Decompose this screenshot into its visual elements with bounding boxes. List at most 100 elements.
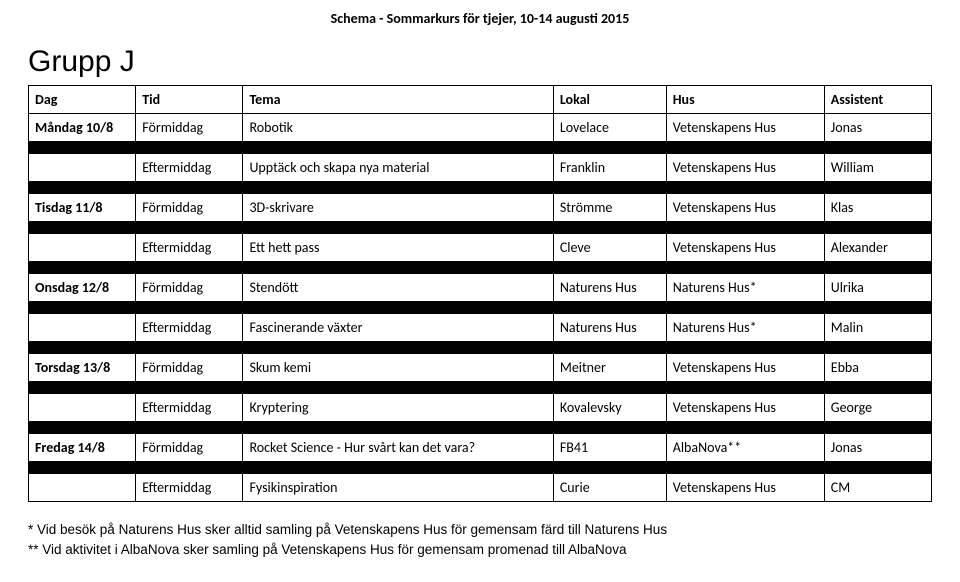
cell-tid: Eftermiddag (136, 154, 243, 182)
cell-dag (29, 234, 136, 262)
cell-dag (29, 474, 136, 502)
cell-tema: Skum kemi (243, 354, 553, 382)
footnote-1: * Vid besök på Naturens Hus sker alltid … (28, 520, 932, 540)
col-hus: Hus (666, 86, 824, 114)
cell-tid: Förmiddag (136, 194, 243, 222)
cell-assist: Ebba (824, 354, 931, 382)
cell-tema: Ett hett pass (243, 234, 553, 262)
table-row (29, 142, 932, 154)
cell-assist: CM (824, 474, 931, 502)
cell-tema: Fysikinspiration (243, 474, 553, 502)
table-row: Fredag 14/8FörmiddagRocket Science - Hur… (29, 434, 932, 462)
cell-assist: William (824, 154, 931, 182)
spacer-cell (29, 182, 932, 194)
cell-assist: Ulrika (824, 274, 931, 302)
cell-assist: Jonas (824, 114, 931, 142)
cell-hus: Vetenskapens Hus (666, 354, 824, 382)
cell-hus: Vetenskapens Hus (666, 114, 824, 142)
table-row (29, 302, 932, 314)
cell-assist: Alexander (824, 234, 931, 262)
spacer-cell (29, 142, 932, 154)
cell-lokal: Naturens Hus (553, 314, 666, 342)
col-tid: Tid (136, 86, 243, 114)
page-title: Schema - Sommarkurs för tjejer, 10-14 au… (28, 10, 932, 27)
cell-assist: Jonas (824, 434, 931, 462)
table-row (29, 422, 932, 434)
spacer-cell (29, 422, 932, 434)
spacer-cell (29, 262, 932, 274)
cell-hus: Vetenskapens Hus (666, 234, 824, 262)
cell-dag: Måndag 10/8 (29, 114, 136, 142)
table-row: Måndag 10/8FörmiddagRobotikLovelaceVeten… (29, 114, 932, 142)
cell-lokal: Franklin (553, 154, 666, 182)
spacer-cell (29, 462, 932, 474)
col-assist: Assistent (824, 86, 931, 114)
col-lokal: Lokal (553, 86, 666, 114)
cell-lokal: Naturens Hus (553, 274, 666, 302)
cell-lokal: Strömme (553, 194, 666, 222)
cell-assist: George (824, 394, 931, 422)
cell-hus: Vetenskapens Hus (666, 194, 824, 222)
table-body: Måndag 10/8FörmiddagRobotikLovelaceVeten… (29, 114, 932, 502)
cell-tema: Fascinerande växter (243, 314, 553, 342)
cell-lokal: Meitner (553, 354, 666, 382)
cell-tid: Förmiddag (136, 114, 243, 142)
table-row: Torsdag 13/8FörmiddagSkum kemiMeitnerVet… (29, 354, 932, 382)
cell-lokal: Lovelace (553, 114, 666, 142)
cell-hus: Naturens Hus* (666, 314, 824, 342)
cell-tema: Robotik (243, 114, 553, 142)
cell-hus: Vetenskapens Hus (666, 154, 824, 182)
table-row: EftermiddagFascinerande växterNaturens H… (29, 314, 932, 342)
cell-tid: Eftermiddag (136, 234, 243, 262)
cell-tema: Stendött (243, 274, 553, 302)
cell-tid: Förmiddag (136, 274, 243, 302)
table-row: EftermiddagKrypteringKovalevskyVetenskap… (29, 394, 932, 422)
footnotes: * Vid besök på Naturens Hus sker alltid … (28, 520, 932, 559)
cell-tid: Eftermiddag (136, 474, 243, 502)
cell-tid: Förmiddag (136, 354, 243, 382)
table-row: EftermiddagFysikinspirationCurieVetenska… (29, 474, 932, 502)
table-row (29, 182, 932, 194)
schedule-table: Dag Tid Tema Lokal Hus Assistent Måndag … (28, 85, 932, 502)
cell-assist: Klas (824, 194, 931, 222)
cell-tid: Eftermiddag (136, 394, 243, 422)
cell-assist: Malin (824, 314, 931, 342)
cell-tema: Rocket Science - Hur svårt kan det vara? (243, 434, 553, 462)
cell-hus: Vetenskapens Hus (666, 394, 824, 422)
table-row: EftermiddagEtt hett passCleveVetenskapen… (29, 234, 932, 262)
cell-hus: Naturens Hus* (666, 274, 824, 302)
table-row: Tisdag 11/8Förmiddag3D-skrivareStrömmeVe… (29, 194, 932, 222)
cell-tema: Kryptering (243, 394, 553, 422)
cell-dag (29, 314, 136, 342)
col-tema: Tema (243, 86, 553, 114)
spacer-cell (29, 222, 932, 234)
spacer-cell (29, 342, 932, 354)
spacer-cell (29, 382, 932, 394)
cell-dag: Torsdag 13/8 (29, 354, 136, 382)
cell-lokal: Curie (553, 474, 666, 502)
table-row (29, 342, 932, 354)
cell-tema: Upptäck och skapa nya material (243, 154, 553, 182)
table-row: EftermiddagUpptäck och skapa nya materia… (29, 154, 932, 182)
header-row: Dag Tid Tema Lokal Hus Assistent (29, 86, 932, 114)
spacer-cell (29, 302, 932, 314)
table-row (29, 462, 932, 474)
table-row (29, 382, 932, 394)
group-title: Grupp J (28, 45, 932, 79)
cell-tid: Förmiddag (136, 434, 243, 462)
cell-dag: Fredag 14/8 (29, 434, 136, 462)
cell-dag: Onsdag 12/8 (29, 274, 136, 302)
cell-lokal: Kovalevsky (553, 394, 666, 422)
col-dag: Dag (29, 86, 136, 114)
footnote-2: ** Vid aktivitet i AlbaNova sker samling… (28, 540, 932, 560)
cell-dag: Tisdag 11/8 (29, 194, 136, 222)
cell-tid: Eftermiddag (136, 314, 243, 342)
cell-lokal: Cleve (553, 234, 666, 262)
cell-lokal: FB41 (553, 434, 666, 462)
table-row (29, 262, 932, 274)
cell-dag (29, 394, 136, 422)
cell-hus: Vetenskapens Hus (666, 474, 824, 502)
cell-tema: 3D-skrivare (243, 194, 553, 222)
table-row (29, 222, 932, 234)
table-row: Onsdag 12/8FörmiddagStendöttNaturens Hus… (29, 274, 932, 302)
